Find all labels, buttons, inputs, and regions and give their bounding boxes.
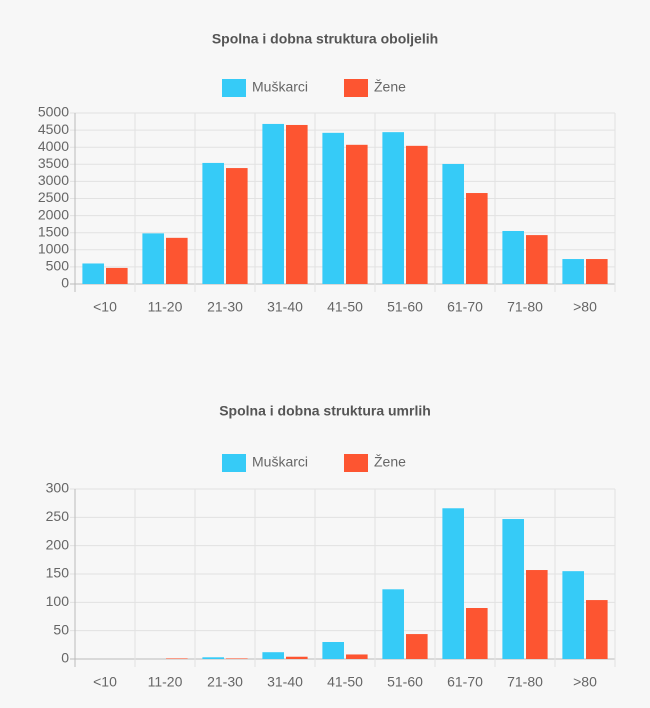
x-tick-label: <10 — [93, 674, 117, 690]
x-tick-label: 11-20 — [148, 674, 183, 690]
bar — [346, 654, 368, 659]
bar — [322, 642, 344, 659]
bar — [202, 162, 224, 284]
bar — [502, 519, 524, 659]
bar — [406, 634, 428, 659]
y-tick-label: 200 — [46, 536, 70, 552]
bar — [382, 132, 404, 284]
bar — [286, 124, 308, 284]
bar — [586, 600, 608, 659]
y-tick-label: 0 — [61, 650, 69, 666]
x-tick-label: 51-60 — [387, 299, 423, 315]
bar — [502, 230, 524, 284]
x-tick-label: >80 — [573, 674, 597, 690]
y-tick-label: 300 — [46, 480, 70, 496]
bar — [82, 263, 104, 284]
bar — [202, 657, 224, 659]
bar — [466, 608, 488, 659]
bar — [262, 652, 284, 659]
y-tick-label: 2500 — [38, 189, 69, 205]
bar — [562, 571, 584, 659]
y-tick-label: 4500 — [38, 121, 69, 137]
bar — [226, 658, 248, 659]
legend-swatch — [344, 454, 368, 472]
x-tick-label: 21-30 — [207, 674, 243, 690]
legend-swatch — [222, 79, 246, 97]
bar — [466, 193, 488, 284]
bar — [142, 233, 164, 284]
legend-label: Žene — [374, 454, 406, 470]
bar — [562, 259, 584, 284]
legend-swatch — [222, 454, 246, 472]
x-tick-label: 61-70 — [447, 299, 483, 315]
y-tick-label: 100 — [46, 593, 70, 609]
bar — [442, 508, 464, 659]
x-tick-label: <10 — [93, 299, 117, 315]
chart-title: Spolna i dobna struktura umrlih — [219, 403, 431, 419]
bar — [382, 589, 404, 659]
bar — [226, 168, 248, 284]
x-tick-label: 41-50 — [327, 299, 363, 315]
x-tick-label: 61-70 — [447, 674, 483, 690]
y-tick-label: 1500 — [38, 223, 69, 239]
x-tick-label: 71-80 — [507, 674, 543, 690]
legend-swatch — [344, 79, 368, 97]
y-tick-label: 3500 — [38, 155, 69, 171]
x-tick-label: >80 — [573, 299, 597, 315]
y-tick-label: 150 — [46, 565, 70, 581]
bar — [586, 259, 608, 284]
bar — [166, 237, 188, 284]
chart-title: Spolna i dobna struktura oboljelih — [212, 31, 438, 47]
bar — [166, 658, 188, 659]
bar — [286, 656, 308, 659]
y-tick-label: 250 — [46, 508, 70, 524]
bar — [322, 132, 344, 284]
y-tick-label: 0 — [61, 275, 69, 291]
y-tick-label: 500 — [46, 258, 70, 274]
legend-label: Muškarci — [252, 79, 308, 95]
bar — [442, 163, 464, 284]
y-tick-label: 1000 — [38, 241, 69, 257]
bar — [346, 144, 368, 284]
legend-label: Žene — [374, 79, 406, 95]
x-tick-label: 51-60 — [387, 674, 423, 690]
bar — [526, 235, 548, 284]
bar — [526, 570, 548, 659]
x-tick-label: 71-80 — [507, 299, 543, 315]
x-tick-label: 31-40 — [267, 674, 303, 690]
x-tick-label: 21-30 — [207, 299, 243, 315]
y-tick-label: 4000 — [38, 138, 69, 154]
x-tick-label: 11-20 — [148, 299, 183, 315]
bar — [106, 267, 128, 284]
y-tick-label: 5000 — [38, 104, 69, 120]
y-tick-label: 2000 — [38, 206, 69, 222]
bar — [262, 123, 284, 284]
bar — [406, 145, 428, 284]
x-tick-label: 31-40 — [267, 299, 303, 315]
legend-label: Muškarci — [252, 454, 308, 470]
x-tick-label: 41-50 — [327, 674, 363, 690]
y-tick-label: 50 — [53, 621, 69, 637]
y-tick-label: 3000 — [38, 172, 69, 188]
